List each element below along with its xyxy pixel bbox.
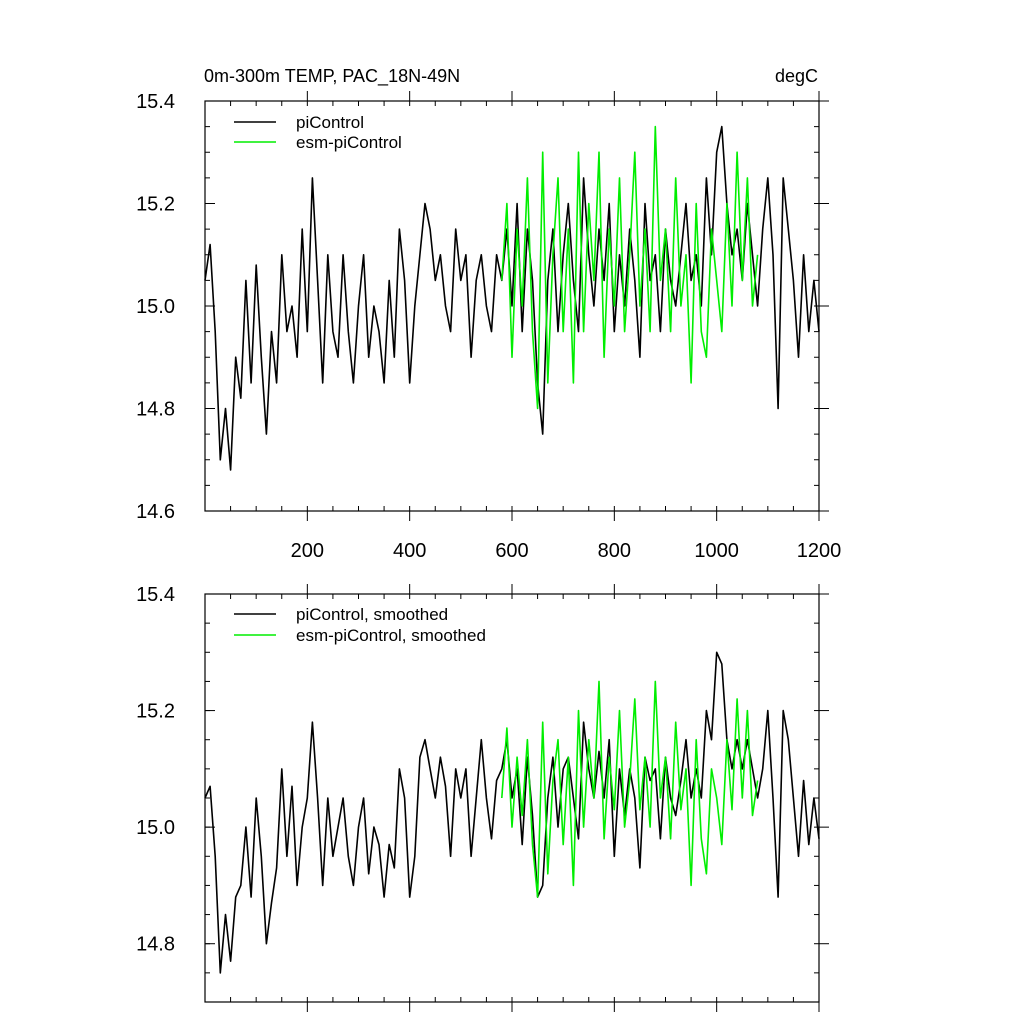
top-y-tick-labels: 14.6 14.8 15.0 15.2 15.4 — [136, 91, 175, 523]
top-legend-label-esm-picontrol: esm-piControl — [296, 133, 402, 152]
top-ytick-label: 15.0 — [136, 296, 175, 318]
top-series-picontrol — [204, 125, 820, 471]
bottom-series-group — [204, 651, 820, 974]
top-xtick-label: 400 — [393, 540, 426, 562]
bottom-y-tick-labels: 14.8 15.0 15.2 15.4 — [136, 584, 175, 956]
top-xtick-label: 600 — [495, 540, 528, 562]
top-axis-ticks — [205, 91, 829, 521]
top-chart-units: degC — [775, 66, 818, 86]
bottom-legend-label-esm-picontrol: esm-piControl, smoothed — [296, 626, 486, 645]
top-xtick-label: 1200 — [797, 540, 842, 562]
bottom-series-picontrol — [204, 651, 820, 974]
bottom-legend-label-picontrol: piControl, smoothed — [296, 605, 448, 624]
bottom-ytick-label: 14.8 — [136, 934, 175, 956]
top-ytick-label: 14.8 — [136, 399, 175, 421]
top-chart-title: 0m-300m TEMP, PAC_18N-49N — [204, 66, 460, 87]
top-xtick-label: 1000 — [694, 540, 739, 562]
bottom-ytick-label: 15.2 — [136, 701, 175, 723]
top-ytick-label: 14.6 — [136, 501, 175, 523]
top-xtick-label: 200 — [291, 540, 324, 562]
top-series-esm-picontrol — [501, 125, 759, 410]
top-xtick-label: 800 — [598, 540, 631, 562]
top-x-tick-labels: 200 400 600 800 1000 1200 — [291, 540, 842, 562]
bottom-series-esm-picontrol — [501, 680, 759, 898]
bottom-panel: 14.8 15.0 15.2 15.4 piControl, smoothed esm… — [136, 584, 829, 1012]
top-panel: 0m-300m TEMP, PAC_18N-49N degC 14.614.81… — [136, 66, 841, 562]
bottom-ytick-label: 15.4 — [136, 584, 175, 606]
top-legend-label-picontrol: piControl — [296, 113, 364, 132]
bottom-ytick-label: 15.0 — [136, 817, 175, 839]
top-ytick-label: 15.2 — [136, 194, 175, 216]
top-legend: piControl esm-piControl — [234, 113, 402, 152]
top-series-group — [204, 125, 820, 471]
bottom-legend: piControl, smoothed esm-piControl, smoot… — [234, 605, 486, 645]
top-ytick-label: 15.4 — [136, 91, 175, 113]
bottom-axis-ticks — [205, 584, 829, 1012]
